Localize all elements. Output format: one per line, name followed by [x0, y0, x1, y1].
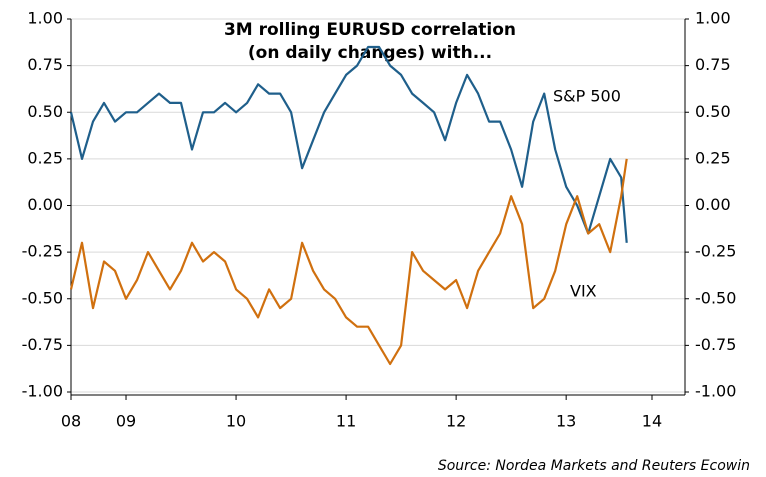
y-tick-label: -1.00 — [22, 382, 63, 401]
y-tick-label: 0.00 — [27, 195, 63, 214]
x-tick-label: 11 — [336, 412, 356, 431]
x-tick-label: 08 — [61, 412, 81, 431]
x-tick-label: 14 — [642, 412, 662, 431]
series-line — [69, 158, 628, 366]
series-label: VIX — [570, 282, 597, 301]
y-tick-label: 0.25 — [27, 148, 63, 167]
y-tick-label: 1.00 — [27, 9, 63, 28]
x-tick-label: 09 — [116, 412, 136, 431]
y2-tick-label: -1.00 — [695, 382, 736, 401]
series-line — [69, 45, 628, 243]
chart-subtitle: (on daily changes) with... — [248, 43, 492, 63]
y2-tick-label: 0.25 — [695, 148, 731, 167]
y2-tick-label: -0.75 — [695, 335, 736, 354]
y2-tick-label: -0.50 — [695, 288, 736, 307]
series-label: S&P 500 — [553, 87, 621, 106]
x-tick-label: 13 — [556, 412, 576, 431]
y2-tick-label: 0.75 — [695, 55, 731, 74]
y-tick-label: -0.75 — [22, 335, 63, 354]
y2-tick-label: 1.00 — [695, 9, 731, 28]
y2-tick-label: 0.50 — [695, 102, 731, 121]
chart-title: 3M rolling EURUSD correlation — [224, 20, 516, 40]
y2-tick-label: -0.25 — [695, 242, 736, 261]
x-tick-label: 12 — [446, 412, 466, 431]
x-tick-label: 10 — [226, 412, 246, 431]
y-tick-label: -0.25 — [22, 242, 63, 261]
y-tick-label: 0.50 — [27, 102, 63, 121]
y2-tick-label: 0.00 — [695, 195, 731, 214]
source-note: Source: Nordea Markets and Reuters Ecowi… — [438, 458, 750, 474]
y-tick-label: -0.50 — [22, 288, 63, 307]
y-tick-label: 0.75 — [27, 55, 63, 74]
